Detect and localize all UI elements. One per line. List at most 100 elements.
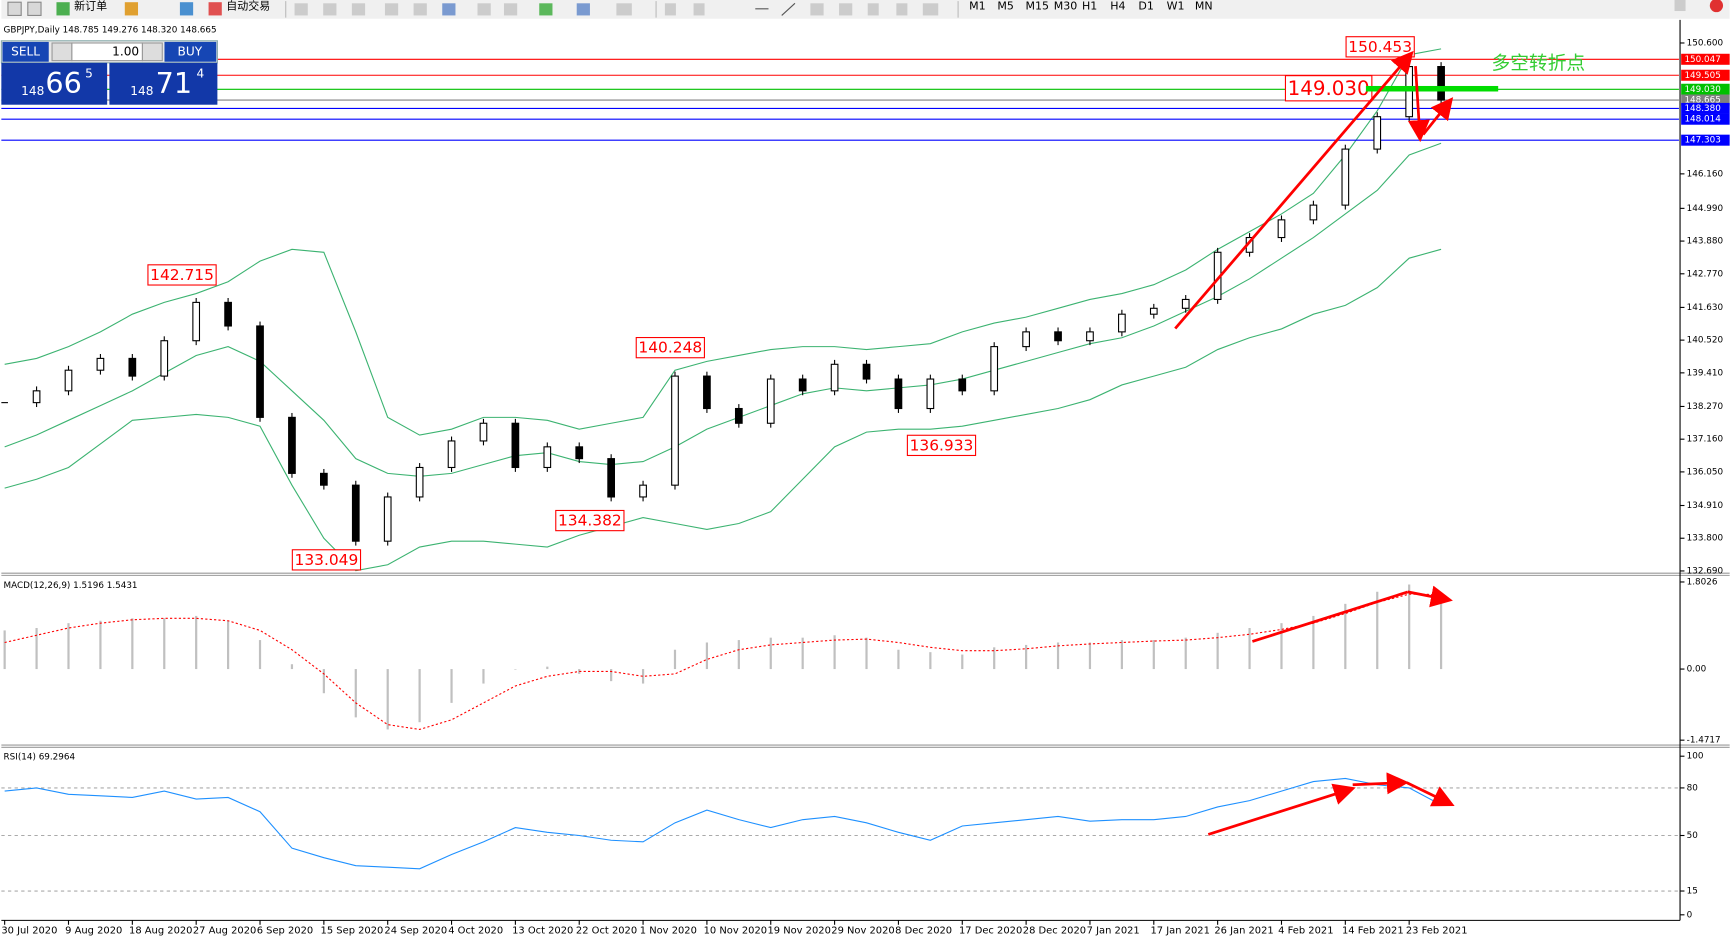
turning-point-note: 多空转折点 [1492, 53, 1586, 74]
x-tick-label: 30 Jul 2020 [1, 925, 57, 936]
y-tick-label: 100 [1687, 752, 1704, 762]
sell-label[interactable]: SELL [11, 44, 40, 58]
macd-histogram [3, 630, 6, 670]
bid-pips[interactable]: 66 [45, 66, 81, 100]
toolbar-icon[interactable] [867, 3, 879, 16]
annotation-box [906, 434, 977, 457]
y-tick-label: 80 [1687, 783, 1699, 793]
y-tick-label: 133.800 [1687, 534, 1724, 544]
y-tick-label: 136.050 [1687, 467, 1724, 477]
macd-histogram [610, 669, 613, 682]
x-tick-label: 23 Feb 2021 [1406, 925, 1468, 936]
toolbar-icon[interactable] [896, 3, 908, 16]
toolbar-icon[interactable] [179, 2, 194, 16]
toolbar-icon[interactable] [351, 3, 366, 16]
ask-box[interactable] [109, 62, 218, 105]
candle [1022, 331, 1030, 348]
y-tick-label: 15 [1687, 887, 1698, 897]
annotation-box [147, 264, 217, 286]
alert-icon[interactable] [1709, 0, 1724, 13]
x-tick-label: 24 Sep 2020 [384, 925, 447, 936]
macd-histogram [450, 669, 453, 703]
toolbar-icon[interactable] [384, 3, 399, 16]
toolbar-icon[interactable] [27, 1, 42, 16]
auto-trading-button[interactable]: 自动交易 [226, 0, 270, 13]
x-tick-label: 19 Nov 2020 [767, 925, 830, 936]
y-tick-label: 137.160 [1687, 435, 1724, 445]
candle [798, 378, 807, 392]
macd-histogram [1376, 591, 1379, 670]
timeframe-button[interactable]: H4 [1110, 0, 1125, 13]
price-level-tag [1681, 113, 1730, 125]
bid-frac[interactable]: 5 [85, 66, 93, 80]
x-tick-label: 29 Nov 2020 [831, 925, 894, 936]
y-tick-label: 50 [1687, 831, 1699, 841]
toolbar-icon[interactable] [810, 3, 824, 16]
macd-histogram [35, 627, 38, 670]
toolbar-icon[interactable] [576, 3, 590, 16]
ask-big[interactable]: 148 [130, 84, 153, 98]
new-order-button[interactable]: 新订单 [74, 0, 107, 13]
x-tick-label: 6 Sep 2020 [257, 925, 313, 936]
toolbar-icon[interactable] [7, 1, 22, 16]
candle [96, 357, 105, 371]
macd-histogram [801, 637, 804, 670]
ask-frac[interactable]: 4 [196, 66, 204, 80]
toolbar-icon[interactable] [1674, 0, 1686, 12]
toolbar-icon[interactable] [442, 3, 456, 16]
sell-button[interactable] [2, 41, 49, 62]
buy-button[interactable] [164, 41, 217, 62]
candle [351, 484, 360, 542]
toolbar-icon[interactable] [616, 3, 632, 16]
candle [256, 325, 264, 418]
price-level-tag [1681, 83, 1730, 95]
candle [830, 363, 839, 392]
user-drawings: 多空转折点 [1174, 50, 1586, 836]
bid-box[interactable] [1, 62, 108, 105]
y-tick-label: 143.880 [1687, 237, 1724, 247]
y-tick-label: 134.910 [1687, 501, 1724, 511]
new-order-icon[interactable] [56, 2, 70, 16]
candle [1054, 331, 1062, 342]
candle [1118, 313, 1126, 333]
timeframe-button[interactable]: MN [1195, 0, 1213, 13]
timeframe-button[interactable]: M5 [997, 0, 1014, 13]
timeframe-button[interactable]: W1 [1167, 0, 1185, 13]
annotation-box [555, 509, 625, 532]
timeframe-button[interactable]: M15 [1026, 0, 1050, 13]
toolbar-icon[interactable] [294, 3, 308, 16]
toolbar-icon[interactable] [839, 3, 853, 16]
macd-histogram [673, 649, 677, 670]
bollinger-band [4, 142, 1442, 477]
bid-big[interactable]: 148 [21, 84, 44, 98]
toolbar-icon[interactable] [781, 2, 796, 16]
lot-up[interactable] [141, 42, 163, 62]
buy-label[interactable]: BUY [178, 44, 203, 58]
ask-pips[interactable]: 71 [156, 66, 192, 100]
toolbar-icon[interactable] [323, 3, 337, 16]
toolbar-icon[interactable] [664, 3, 676, 16]
toolbar-icon[interactable] [413, 3, 427, 16]
trend-arrow [1407, 66, 1430, 143]
timeframe-button[interactable]: D1 [1138, 0, 1154, 13]
lot-value[interactable]: 1.00 [112, 44, 139, 58]
toolbar-icon[interactable] [922, 3, 939, 16]
toolbar-icon[interactable] [503, 3, 518, 16]
toolbar-icon[interactable] [693, 3, 705, 16]
toolbar-icon[interactable] [124, 2, 139, 16]
macd-histogram [865, 637, 868, 670]
timeframe-button[interactable]: H1 [1082, 0, 1097, 13]
toolbar-icon[interactable] [477, 3, 491, 16]
candle [415, 466, 424, 498]
y-tick-label: 146.160 [1687, 169, 1724, 179]
candle [1086, 331, 1094, 342]
toolbar-icon[interactable] [539, 3, 553, 16]
bollinger-band [4, 248, 1442, 572]
lot-down[interactable] [51, 42, 73, 62]
candle [1277, 219, 1286, 239]
chart-frame [1, 19, 1730, 921]
timeframe-button[interactable]: M1 [969, 0, 986, 13]
y-tick-label: 141.630 [1687, 303, 1724, 313]
auto-trading-icon[interactable] [208, 2, 222, 16]
timeframe-button[interactable]: M30 [1054, 0, 1078, 13]
